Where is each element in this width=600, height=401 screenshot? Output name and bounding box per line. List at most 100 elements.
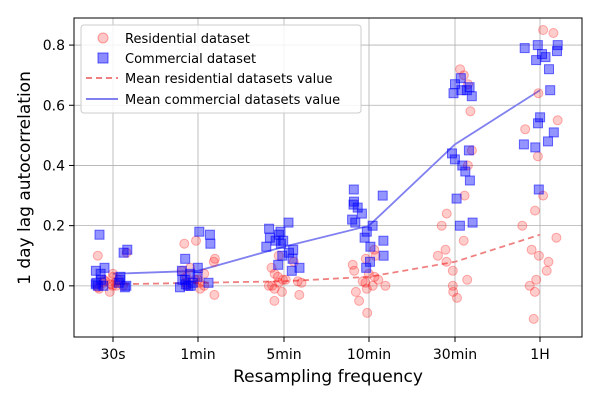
commercial-point <box>273 259 284 270</box>
residential-point <box>436 220 447 231</box>
commercial-mean-layer <box>112 89 541 275</box>
commercial-point <box>283 217 294 228</box>
commercial-point <box>287 253 298 264</box>
residential-point <box>280 274 291 285</box>
commercial-point <box>121 280 132 291</box>
commercial-point <box>180 253 191 264</box>
residential-point <box>272 271 283 282</box>
residential-point <box>354 295 365 306</box>
commercial-point <box>273 229 284 240</box>
commercial-point <box>463 145 474 156</box>
residential-mean-line <box>112 233 541 286</box>
residential-point <box>208 256 219 267</box>
commercial-point <box>347 214 358 225</box>
commercial-point <box>448 88 459 99</box>
residential-point <box>528 313 539 324</box>
residential-point <box>529 286 540 297</box>
residential-point <box>347 259 358 270</box>
residential-point <box>263 280 274 291</box>
x-tick-label: 1H <box>530 347 549 363</box>
commercial-point <box>533 118 543 129</box>
residential-point <box>370 250 381 261</box>
residential-point <box>361 283 372 294</box>
commercial-point <box>118 247 129 258</box>
commercial-point <box>119 282 130 293</box>
residential-point <box>179 238 190 249</box>
commercial-point <box>261 241 272 252</box>
commercial-point <box>447 148 457 159</box>
y-axis-label: 1 day lag autocorrelation <box>15 71 35 285</box>
commercial-point <box>90 279 101 290</box>
commercial-point <box>467 217 478 228</box>
commercial-point <box>294 262 305 273</box>
commercial-point <box>284 247 294 258</box>
residential-point <box>532 151 543 162</box>
commercial-mean-line <box>112 89 541 275</box>
x-axis-label: Resampling frequency <box>233 367 423 387</box>
residential-point <box>357 276 368 287</box>
residential-point <box>369 244 380 255</box>
commercial-point <box>532 40 543 51</box>
legend-residential-mean-label: Mean residential datasets value <box>125 72 332 87</box>
residential-point <box>380 280 391 291</box>
commercial-point <box>98 280 109 291</box>
commercial-point <box>378 235 389 246</box>
legend-commercial-marker <box>97 52 109 64</box>
commercial-point <box>451 193 462 204</box>
commercial-point <box>455 73 466 84</box>
residential-point <box>551 232 562 243</box>
residential-point <box>531 274 542 285</box>
residential-point <box>294 289 305 300</box>
residential-point <box>369 271 380 282</box>
commercial-point <box>540 52 551 63</box>
residential-point <box>541 265 552 276</box>
residential-point <box>92 250 103 261</box>
commercial-point <box>530 142 541 153</box>
commercial-point <box>457 160 468 171</box>
y-tick-label: 0.4 <box>43 158 65 174</box>
residential-point <box>373 274 384 285</box>
commercial-point <box>356 208 367 219</box>
commercial-point <box>194 226 205 237</box>
commercial-point <box>460 166 471 177</box>
residential-point <box>452 292 462 303</box>
residential-point <box>548 28 559 38</box>
commercial-point <box>122 244 133 255</box>
commercial-point <box>365 241 376 252</box>
residential-point <box>267 280 278 291</box>
commercial-point <box>531 55 542 66</box>
commercial-point <box>205 238 216 249</box>
x-ticks: 30s 1min 5min 10min 30min 1H <box>100 337 550 363</box>
residential-point <box>448 286 459 297</box>
legend-residential-marker <box>97 32 109 44</box>
x-tick-label: 5min <box>266 347 301 363</box>
residential-point <box>458 235 469 246</box>
legend: Residential dataset Commercial dataset M… <box>80 24 362 114</box>
commercial-point <box>204 229 215 240</box>
residential-point <box>367 280 378 291</box>
commercial-point <box>545 85 556 96</box>
commercial-point <box>518 139 529 150</box>
commercial-point <box>361 226 372 237</box>
commercial-points-layer <box>90 40 563 293</box>
commercial-point <box>367 220 378 231</box>
residential-point <box>292 276 303 287</box>
legend-commercial-mean-label: Mean commercial datasets value <box>125 93 340 108</box>
residential-point <box>209 253 220 264</box>
residential-point <box>459 190 470 201</box>
residential-point <box>458 70 469 81</box>
residential-point <box>455 64 466 75</box>
commercial-point <box>543 136 553 147</box>
commercial-point <box>548 127 559 138</box>
residential-point <box>269 295 280 306</box>
commercial-point <box>552 40 563 51</box>
residential-point <box>543 256 554 267</box>
residential-point <box>533 250 544 261</box>
residential-points-layer <box>92 25 563 324</box>
y-ticks: 0.0 0.2 0.4 0.6 0.8 <box>43 38 74 295</box>
residential-point <box>269 268 280 279</box>
residential-point <box>191 235 201 246</box>
residential-point <box>520 124 531 135</box>
x-tick-label: 30min <box>433 347 477 363</box>
